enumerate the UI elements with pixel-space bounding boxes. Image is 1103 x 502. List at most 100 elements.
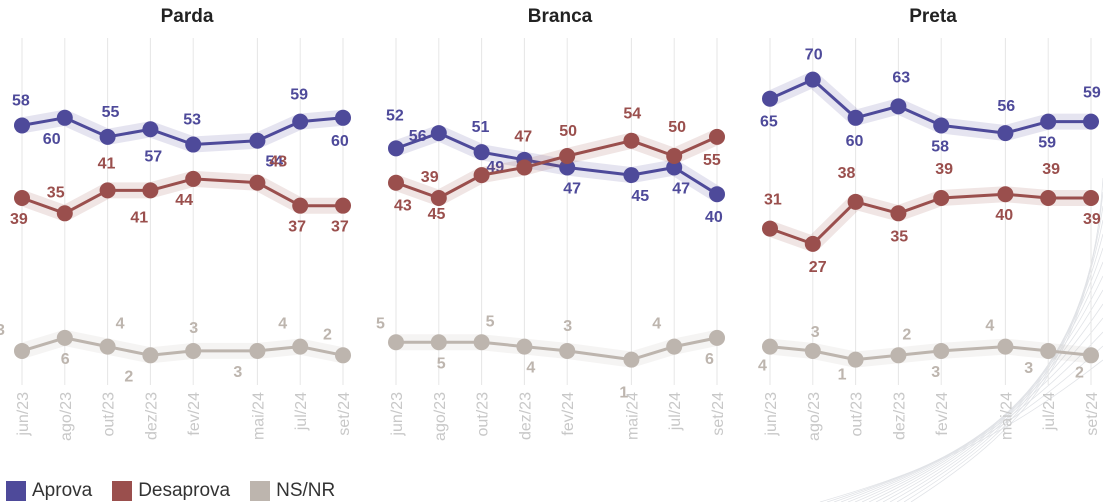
x-tick-label: mai/24	[624, 392, 641, 440]
series-desaprova: 31 27 38 35 39 40 39 39	[762, 161, 1101, 276]
legend-label-aprova: Aprova	[32, 480, 93, 501]
data-point	[666, 338, 683, 355]
data-label: 2	[124, 368, 133, 385]
data-label: 65	[760, 114, 778, 131]
data-point	[1040, 342, 1057, 359]
data-label: 3	[0, 322, 5, 339]
x-tick-label: ago/23	[806, 392, 823, 441]
data-point	[142, 182, 159, 199]
data-label: 5	[437, 355, 446, 372]
series-nsnr: 3 6 4 2 3 3 4 2	[0, 316, 351, 385]
data-point	[56, 109, 73, 126]
data-point	[890, 205, 907, 222]
series-nsnr: 5 5 5 4 3 1 4 6	[376, 313, 725, 402]
legend-swatch-desaprova	[112, 481, 133, 501]
data-point	[559, 159, 576, 176]
data-point	[847, 193, 864, 210]
series-line	[21, 177, 343, 215]
data-point	[1083, 113, 1099, 130]
data-point	[99, 182, 116, 199]
data-label: 59	[1083, 85, 1101, 102]
data-point	[997, 125, 1014, 142]
data-point	[933, 190, 950, 207]
x-tick-label: fev/24	[186, 392, 203, 436]
x-tick-label: jul/24	[1041, 392, 1058, 431]
panel-title: Parda	[161, 6, 214, 27]
chart-panel-branca: Branca jun/23 ago/23 out/23 dez/23 fev/24 mai/…	[376, 6, 727, 441]
x-tick-label: jul/24	[293, 392, 310, 431]
data-label: 58	[12, 92, 30, 109]
data-label: 60	[846, 133, 864, 150]
data-point	[666, 159, 683, 176]
data-point	[516, 338, 533, 355]
series-desaprova: 39 35 41 41 44 43 37 37	[10, 154, 351, 236]
data-point	[890, 347, 907, 364]
legend-label-nsnr: NS/NR	[276, 480, 336, 501]
data-label: 5	[486, 313, 495, 330]
data-label: 45	[631, 188, 649, 205]
x-tick-label: set/24	[336, 392, 353, 436]
data-label: 59	[1038, 135, 1056, 152]
data-point	[388, 334, 404, 351]
data-point	[1083, 347, 1099, 364]
data-point	[99, 338, 116, 355]
data-point	[890, 98, 907, 115]
data-point	[430, 125, 447, 142]
data-label: 44	[175, 192, 193, 209]
data-point	[388, 174, 404, 191]
decorative-wave-line	[903, 191, 1103, 502]
data-label: 60	[331, 133, 349, 150]
data-label: 59	[290, 87, 308, 104]
data-label: 47	[672, 180, 690, 197]
data-label: 4	[116, 316, 125, 333]
x-tick-label: dez/23	[891, 392, 908, 440]
legend: Aprova Desaprova NS/NR	[6, 480, 335, 502]
x-tick-label: dez/23	[143, 392, 160, 440]
data-label: 54	[265, 154, 283, 171]
data-point	[709, 186, 725, 203]
data-label: 3	[931, 364, 940, 381]
data-label: 3	[563, 318, 572, 335]
data-point	[473, 144, 490, 161]
data-label: 35	[47, 184, 65, 201]
data-label: 45	[428, 206, 446, 223]
data-label: 57	[144, 148, 162, 165]
data-point	[292, 113, 309, 130]
legend-swatch-aprova	[6, 481, 26, 501]
data-point	[559, 148, 576, 164]
data-label: 50	[559, 123, 577, 140]
decorative-wave-line	[868, 261, 1103, 502]
data-point	[14, 117, 30, 134]
data-point	[142, 121, 159, 138]
decorative-wave-line	[861, 275, 1103, 502]
data-point	[709, 128, 725, 145]
data-point	[997, 186, 1014, 203]
data-label: 37	[288, 219, 306, 236]
data-point	[709, 329, 725, 346]
data-point	[292, 197, 309, 214]
legend-item-aprova: Aprova	[6, 480, 92, 502]
x-tick-label: ago/23	[432, 392, 449, 441]
series-desaprova: 43 39 45 47 50 54 50 55	[388, 106, 725, 223]
data-point	[335, 109, 351, 126]
data-point	[249, 342, 266, 359]
data-point	[762, 90, 778, 107]
data-label: 27	[809, 259, 827, 276]
decorative-wave-line	[826, 345, 1103, 502]
data-label: 31	[764, 192, 782, 209]
data-point	[473, 167, 490, 184]
x-tick-label: dez/23	[517, 392, 534, 440]
data-point	[1083, 190, 1099, 207]
data-label: 37	[331, 219, 349, 236]
decorative-wave-line	[882, 233, 1103, 502]
data-label: 3	[811, 324, 820, 341]
data-label: 58	[931, 138, 949, 155]
x-tick-label: jul/24	[667, 392, 684, 431]
data-point	[388, 140, 404, 157]
decorative-wave-line	[833, 331, 1103, 502]
data-point	[185, 170, 202, 187]
data-label: 60	[43, 131, 61, 148]
data-point	[516, 159, 533, 176]
data-label: 63	[892, 69, 910, 86]
data-point	[249, 132, 266, 149]
